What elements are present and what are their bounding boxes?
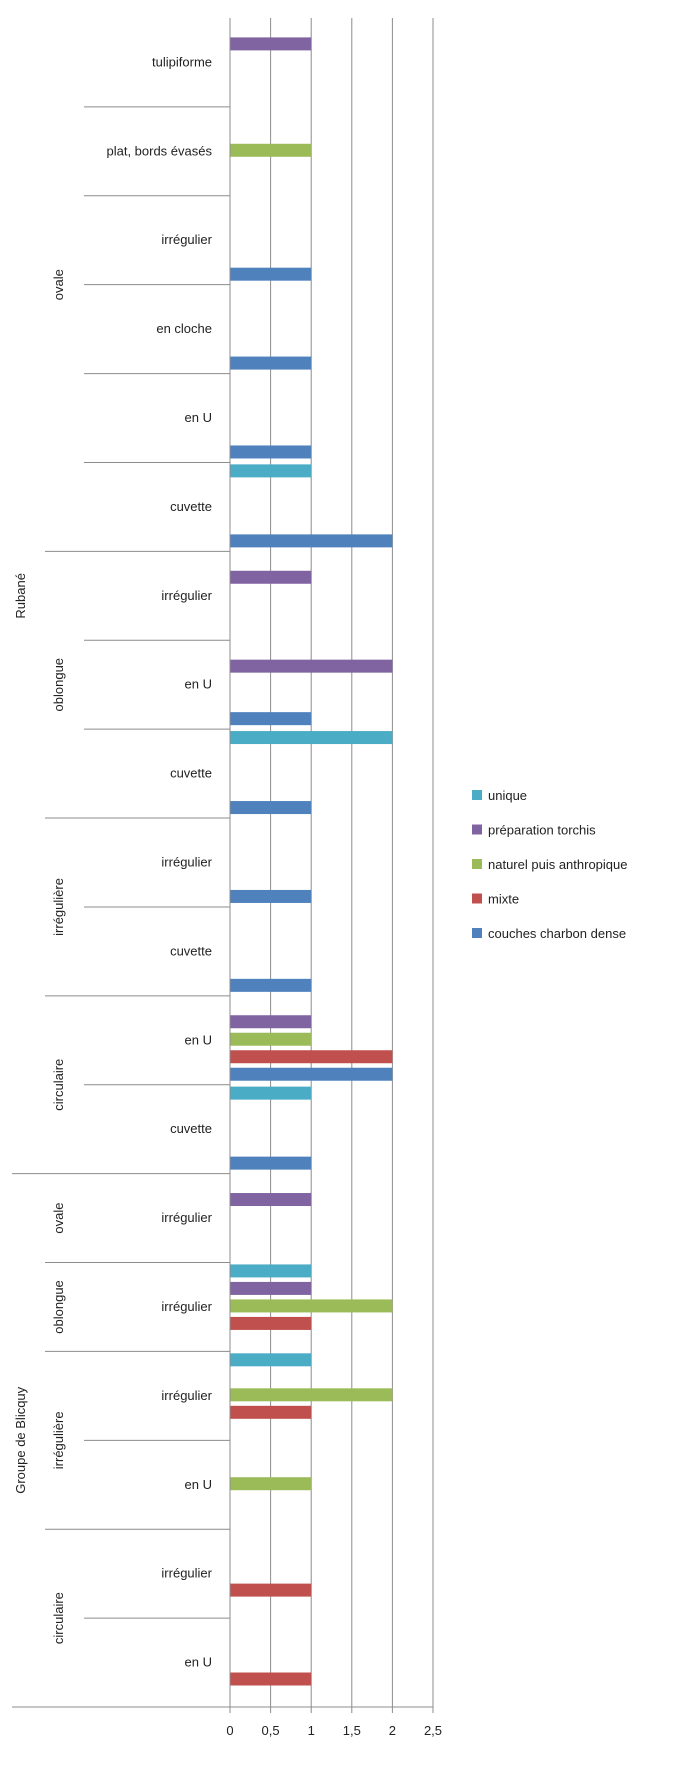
bar-naturel	[230, 1477, 312, 1491]
legend-label-preparation: préparation torchis	[488, 823, 596, 838]
shape-group-label: oblongue	[51, 658, 66, 712]
x-tick-label: 0,5	[262, 1723, 280, 1738]
bar-mixte	[230, 1672, 312, 1686]
category-label: en U	[185, 1655, 212, 1670]
category-label: cuvette	[170, 766, 212, 781]
legend-swatch-naturel	[472, 859, 482, 869]
bar-couches	[230, 356, 312, 370]
bar-naturel	[230, 1299, 393, 1313]
legend-swatch-couches	[472, 928, 482, 938]
category-label: irrégulier	[161, 855, 212, 870]
bar-couches	[230, 445, 312, 459]
legend-label-naturel: naturel puis anthropique	[488, 857, 628, 872]
bar-naturel	[230, 143, 312, 157]
bar-preparation	[230, 1281, 312, 1295]
category-label: irrégulier	[161, 1299, 212, 1314]
bar-preparation	[230, 570, 312, 584]
category-label: en cloche	[156, 321, 212, 336]
x-tick-labels: 0 0,5 1 1,5 2 2,5	[226, 1723, 442, 1738]
bar-unique	[230, 1086, 312, 1100]
grid-lines	[270, 18, 434, 1707]
x-tick-label: 1	[308, 1723, 315, 1738]
legend-label-mixte: mixte	[488, 892, 519, 907]
bar-unique	[230, 1264, 312, 1278]
category-label: tulipiforme	[152, 54, 212, 69]
bar-couches	[230, 889, 312, 903]
bar-unique	[230, 731, 393, 745]
legend-label-couches: couches charbon dense	[488, 926, 626, 941]
legend-label-unique: unique	[488, 788, 527, 803]
shape-group-label: ovale	[51, 1203, 66, 1234]
category-label: irrégulier	[161, 1566, 212, 1581]
category-label: plat, bords évasés	[106, 143, 212, 158]
x-tick-label: 2	[389, 1723, 396, 1738]
category-label: irrégulier	[161, 1388, 212, 1403]
category-label: cuvette	[170, 943, 212, 958]
category-label: irrégulier	[161, 588, 212, 603]
bar-naturel	[230, 1032, 312, 1046]
category-label: en U	[185, 410, 212, 425]
bars	[230, 37, 393, 1686]
x-tick-label: 0	[226, 1723, 233, 1738]
bar-couches	[230, 1156, 312, 1170]
bar-couches	[230, 534, 393, 548]
legend: unique préparation torchis naturel puis an…	[472, 788, 628, 941]
category-label: cuvette	[170, 499, 212, 514]
x-tick-label: 2,5	[424, 1723, 442, 1738]
shape-group-label: ovale	[51, 269, 66, 300]
category-label: en U	[185, 1032, 212, 1047]
group-labels: ovale oblongue irrégulière circulaire ovale o…	[13, 269, 66, 1644]
bar-unique	[230, 464, 312, 478]
bar-unique	[230, 1353, 312, 1367]
category-label: cuvette	[170, 1121, 212, 1136]
bar-preparation	[230, 1015, 312, 1029]
bar-naturel	[230, 1388, 393, 1402]
category-label: irrégulier	[161, 232, 212, 247]
category-label: en U	[185, 677, 212, 692]
legend-swatch-mixte	[472, 893, 482, 904]
bar-mixte	[230, 1050, 393, 1064]
category-label: en U	[185, 1477, 212, 1492]
shape-group-label: irrégulière	[51, 1411, 66, 1469]
bar-couches	[230, 978, 312, 992]
bar-couches	[230, 712, 312, 726]
bar-couches	[230, 267, 312, 281]
culture-group-label: Rubané	[13, 573, 28, 619]
legend-swatch-unique	[472, 790, 482, 800]
shape-group-label: circulaire	[51, 1592, 66, 1644]
culture-group-label: Groupe de Blicquy	[13, 1386, 28, 1493]
bar-mixte	[230, 1583, 312, 1597]
shape-group-label: oblongue	[51, 1280, 66, 1334]
shape-group-label: irrégulière	[51, 878, 66, 936]
bar-preparation	[230, 1193, 312, 1207]
category-labels: tulipiforme plat, bords évasés irrégulier e…	[106, 54, 212, 1669]
bar-couches	[230, 801, 312, 815]
legend-swatch-preparation	[472, 824, 482, 835]
bar-mixte	[230, 1316, 312, 1330]
category-label: irrégulier	[161, 1210, 212, 1225]
bar-couches	[230, 1067, 393, 1081]
bar-preparation	[230, 37, 312, 51]
shape-group-label: circulaire	[51, 1059, 66, 1111]
bar-mixte	[230, 1405, 312, 1419]
axes	[12, 18, 434, 1713]
x-tick-label: 1,5	[343, 1723, 361, 1738]
bar-preparation	[230, 659, 393, 673]
